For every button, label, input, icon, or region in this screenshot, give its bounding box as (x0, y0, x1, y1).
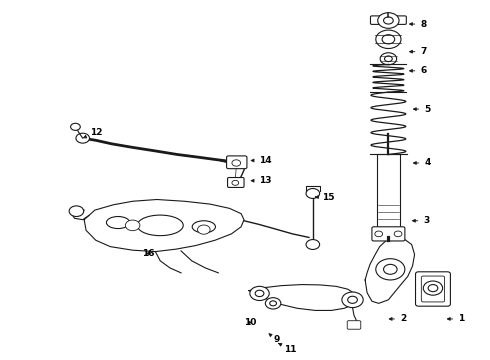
Circle shape (232, 160, 241, 166)
Circle shape (255, 290, 264, 297)
Text: 4: 4 (414, 158, 431, 167)
Text: 3: 3 (413, 216, 430, 225)
Circle shape (270, 301, 276, 306)
Text: 7: 7 (410, 47, 427, 56)
Polygon shape (84, 199, 244, 252)
Polygon shape (365, 238, 415, 303)
FancyBboxPatch shape (421, 276, 444, 302)
Circle shape (71, 123, 80, 130)
Text: 14: 14 (251, 156, 271, 165)
Ellipse shape (192, 221, 216, 233)
Circle shape (342, 292, 363, 307)
Polygon shape (249, 284, 357, 310)
Text: 8: 8 (410, 19, 427, 28)
Circle shape (378, 13, 399, 28)
Circle shape (382, 35, 394, 44)
Text: 12: 12 (84, 128, 102, 138)
Ellipse shape (137, 215, 183, 236)
Circle shape (385, 56, 392, 62)
Circle shape (69, 206, 84, 216)
FancyBboxPatch shape (370, 16, 406, 24)
Text: 1: 1 (447, 314, 465, 323)
Circle shape (76, 133, 90, 143)
Circle shape (250, 286, 269, 301)
Circle shape (423, 281, 442, 295)
Circle shape (197, 225, 210, 234)
FancyBboxPatch shape (372, 227, 405, 241)
Text: 16: 16 (142, 249, 155, 258)
Text: 15: 15 (316, 193, 334, 202)
FancyBboxPatch shape (377, 154, 400, 231)
Text: 9: 9 (269, 334, 279, 344)
FancyBboxPatch shape (227, 177, 244, 188)
Circle shape (125, 220, 140, 231)
Circle shape (384, 264, 397, 274)
Text: 6: 6 (410, 66, 427, 75)
Circle shape (232, 180, 239, 185)
Circle shape (380, 53, 396, 65)
Text: 10: 10 (244, 318, 256, 327)
Circle shape (375, 231, 383, 237)
Circle shape (306, 239, 319, 249)
Circle shape (376, 259, 405, 280)
Circle shape (428, 284, 438, 292)
Text: 11: 11 (278, 343, 296, 354)
Text: 5: 5 (414, 105, 431, 114)
Circle shape (376, 30, 401, 49)
Circle shape (384, 17, 393, 24)
FancyBboxPatch shape (226, 156, 247, 168)
FancyBboxPatch shape (347, 321, 361, 329)
Circle shape (394, 231, 402, 237)
Circle shape (266, 298, 281, 309)
Circle shape (306, 189, 319, 198)
Circle shape (348, 296, 357, 303)
FancyBboxPatch shape (416, 272, 450, 306)
Text: 13: 13 (251, 176, 271, 185)
Ellipse shape (106, 216, 130, 229)
Text: 2: 2 (389, 314, 406, 323)
